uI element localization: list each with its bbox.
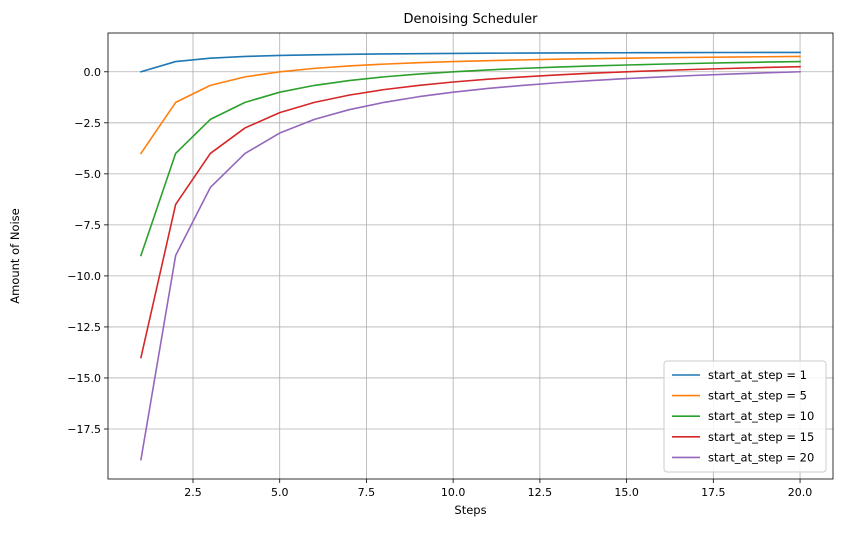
legend-box (663, 360, 827, 473)
x-tick-label: 7.5 (358, 486, 376, 499)
grid-lines (108, 33, 833, 479)
series-lines (139, 51, 801, 461)
legend-label: start_at_step = 10 (708, 409, 814, 423)
y-tick-label: −10.0 (67, 270, 101, 283)
plot-frame (107, 32, 834, 480)
y-tick-label: 0.0 (84, 66, 102, 79)
series-line (139, 55, 801, 155)
legend-label: start_at_step = 15 (708, 430, 814, 444)
x-tick-label: 17.5 (701, 486, 726, 499)
chart-title: Denoising Scheduler (404, 12, 539, 27)
legend: start_at_step = 1 start_at_step = 5 start_… (663, 360, 827, 473)
x-axis-label: Steps (454, 503, 486, 517)
axis-ticks: 2.5 5.0 7.5 10.0 12.5 15.0 17.5 20.0 0.0 −2.5 −5.0… (67, 66, 812, 499)
y-axis-label: Amount of Noise (8, 208, 22, 304)
y-tick-label: −12.5 (67, 321, 101, 334)
y-tick-label: −7.5 (74, 219, 101, 232)
series-line (139, 51, 801, 73)
y-tick-label: −2.5 (74, 117, 101, 130)
legend-label: start_at_step = 5 (708, 389, 807, 403)
y-tick-label: −17.5 (67, 423, 101, 436)
series-line (139, 60, 801, 257)
x-tick-label: 12.5 (528, 486, 553, 499)
x-tick-label: 5.0 (271, 486, 289, 499)
x-tick-label: 15.0 (614, 486, 639, 499)
series-line (140, 70, 801, 461)
legend-label: start_at_step = 20 (708, 450, 814, 464)
series-line (139, 65, 801, 359)
y-tick-label: −15.0 (67, 372, 101, 385)
y-tick-label: −5.0 (74, 168, 101, 181)
x-tick-label: 20.0 (788, 486, 813, 499)
legend-label: start_at_step = 1 (708, 368, 807, 382)
x-tick-label: 10.0 (441, 486, 466, 499)
x-tick-label: 2.5 (184, 486, 202, 499)
